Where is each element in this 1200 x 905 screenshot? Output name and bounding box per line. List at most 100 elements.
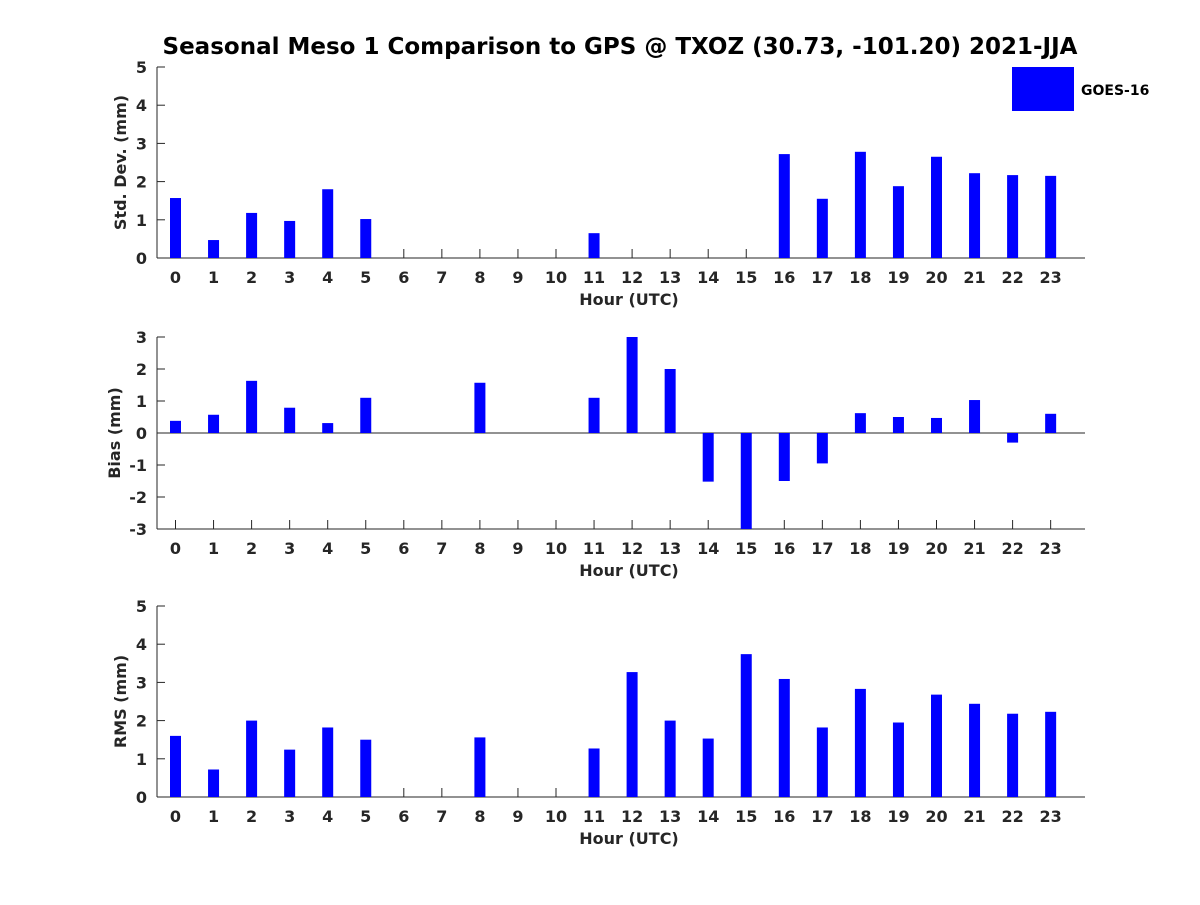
bias-bar-hour-12	[626, 337, 638, 433]
stddev-bar-hour-22	[1007, 175, 1019, 258]
rms-x-tick-label: 4	[322, 807, 333, 826]
rms-x-tick-label: 13	[659, 807, 681, 826]
bias-bar-hour-2	[246, 380, 258, 433]
stddev-x-tick-label: 12	[621, 268, 643, 287]
bias-x-tick-label: 21	[963, 539, 985, 558]
stddev-y-tick-label: 1	[136, 211, 147, 230]
rms-bar-hour-8	[474, 737, 486, 797]
stddev-x-tick-label: 16	[773, 268, 795, 287]
stddev-x-tick-label: 4	[322, 268, 333, 287]
stddev-x-tick-label: 22	[1001, 268, 1023, 287]
bias-x-tick-label: 13	[659, 539, 681, 558]
rms-x-tick-label: 19	[887, 807, 909, 826]
rms-x-axis-label: Hour (UTC)	[579, 829, 679, 848]
stddev-bar-hour-5	[360, 219, 372, 258]
stddev-y-tick-label: 2	[136, 173, 147, 192]
rms-y-tick-label: 4	[136, 635, 147, 654]
stddev-y-axis-label: Std. Dev. (mm)	[111, 95, 130, 230]
stddev-x-tick-label: 23	[1040, 268, 1062, 287]
bias-bar-hour-5	[360, 397, 372, 433]
stddev-x-tick-label: 10	[545, 268, 567, 287]
stddev-x-tick-label: 7	[436, 268, 447, 287]
bias-x-tick-label: 20	[925, 539, 947, 558]
bias-y-tick-label: 0	[136, 424, 147, 443]
bias-bar-hour-13	[664, 369, 676, 433]
rms-bar-hour-15	[740, 654, 752, 797]
bias-x-tick-label: 8	[474, 539, 485, 558]
bias-x-tick-label: 19	[887, 539, 909, 558]
stddev-bar-hour-21	[969, 173, 981, 258]
bias-x-tick-label: 10	[545, 539, 567, 558]
rms-x-tick-label: 10	[545, 807, 567, 826]
bias-x-tick-label: 18	[849, 539, 871, 558]
rms-x-tick-label: 20	[925, 807, 947, 826]
rms-bar-hour-22	[1007, 713, 1019, 797]
rms-y-tick-label: 3	[136, 673, 147, 692]
bias-x-tick-label: 7	[436, 539, 447, 558]
rms-bar-hour-21	[969, 703, 981, 797]
stddev-y-tick-label: 5	[136, 58, 147, 77]
bias-y-tick-label: -1	[129, 456, 147, 475]
stddev-bar-hour-0	[170, 198, 181, 258]
rms-x-tick-label: 16	[773, 807, 795, 826]
bias-y-tick-label: 1	[136, 392, 147, 411]
stddev-bar-hour-3	[284, 220, 296, 258]
bias-x-tick-label: 5	[360, 539, 371, 558]
stddev-bar-hour-20	[931, 156, 942, 258]
rms-y-tick-label: 1	[136, 750, 147, 769]
bias-bar-hour-17	[816, 433, 828, 464]
legend-swatch	[1012, 67, 1074, 111]
rms-x-tick-label: 0	[170, 807, 181, 826]
bias-bar-hour-22	[1007, 433, 1019, 443]
stddev-x-tick-label: 14	[697, 268, 719, 287]
rms-bar-hour-16	[778, 678, 790, 797]
bias-bar-hour-14	[702, 433, 714, 482]
rms-bar-hour-13	[664, 720, 676, 797]
bias-y-tick-label: -3	[129, 520, 147, 539]
rms-bar-hour-14	[702, 738, 714, 797]
bias-bar-hour-21	[969, 400, 981, 433]
rms-x-tick-label: 3	[284, 807, 295, 826]
stddev-y-tick-label: 3	[136, 134, 147, 153]
stddev-bar-hour-1	[208, 240, 220, 258]
stddev-bar-hour-2	[246, 212, 258, 258]
rms-y-axis-label: RMS (mm)	[111, 655, 130, 748]
stddev-bar-hour-18	[854, 151, 866, 258]
bias-x-tick-label: 4	[322, 539, 333, 558]
bias-x-tick-label: 1	[208, 539, 219, 558]
bias-x-tick-label: 11	[583, 539, 605, 558]
stddev-x-axis-label: Hour (UTC)	[579, 290, 679, 309]
stddev-x-tick-label: 0	[170, 268, 181, 287]
bias-y-tick-label: -2	[129, 488, 147, 507]
bias-x-tick-label: 12	[621, 539, 643, 558]
rms-bar-hour-5	[360, 739, 372, 797]
rms-bar-hour-19	[892, 722, 904, 797]
stddev-x-tick-label: 11	[583, 268, 605, 287]
rms-bar-hour-12	[626, 672, 638, 797]
rms-x-tick-label: 14	[697, 807, 719, 826]
rms-bar-hour-18	[854, 688, 866, 797]
bias-x-tick-label: 6	[398, 539, 409, 558]
rms-x-tick-label: 9	[512, 807, 523, 826]
bias-x-tick-label: 14	[697, 539, 719, 558]
rms-x-tick-label: 5	[360, 807, 371, 826]
bias-x-tick-label: 16	[773, 539, 795, 558]
stddev-bar-hour-16	[778, 154, 790, 258]
rms-bar-hour-0	[170, 735, 181, 797]
stddev-bar-hour-4	[322, 189, 334, 258]
bias-bar-hour-20	[931, 417, 942, 433]
bias-bar-hour-3	[284, 407, 296, 433]
stddev-x-tick-label: 6	[398, 268, 409, 287]
bias-y-tick-label: 3	[136, 328, 147, 347]
legend: GOES-16	[1012, 67, 1149, 111]
rms-x-tick-label: 8	[474, 807, 485, 826]
rms-bar-hour-11	[588, 748, 600, 797]
rms-x-tick-label: 21	[963, 807, 985, 826]
rms-x-tick-label: 12	[621, 807, 643, 826]
bias-x-tick-label: 2	[246, 539, 257, 558]
stddev-bar-hour-19	[892, 186, 904, 258]
